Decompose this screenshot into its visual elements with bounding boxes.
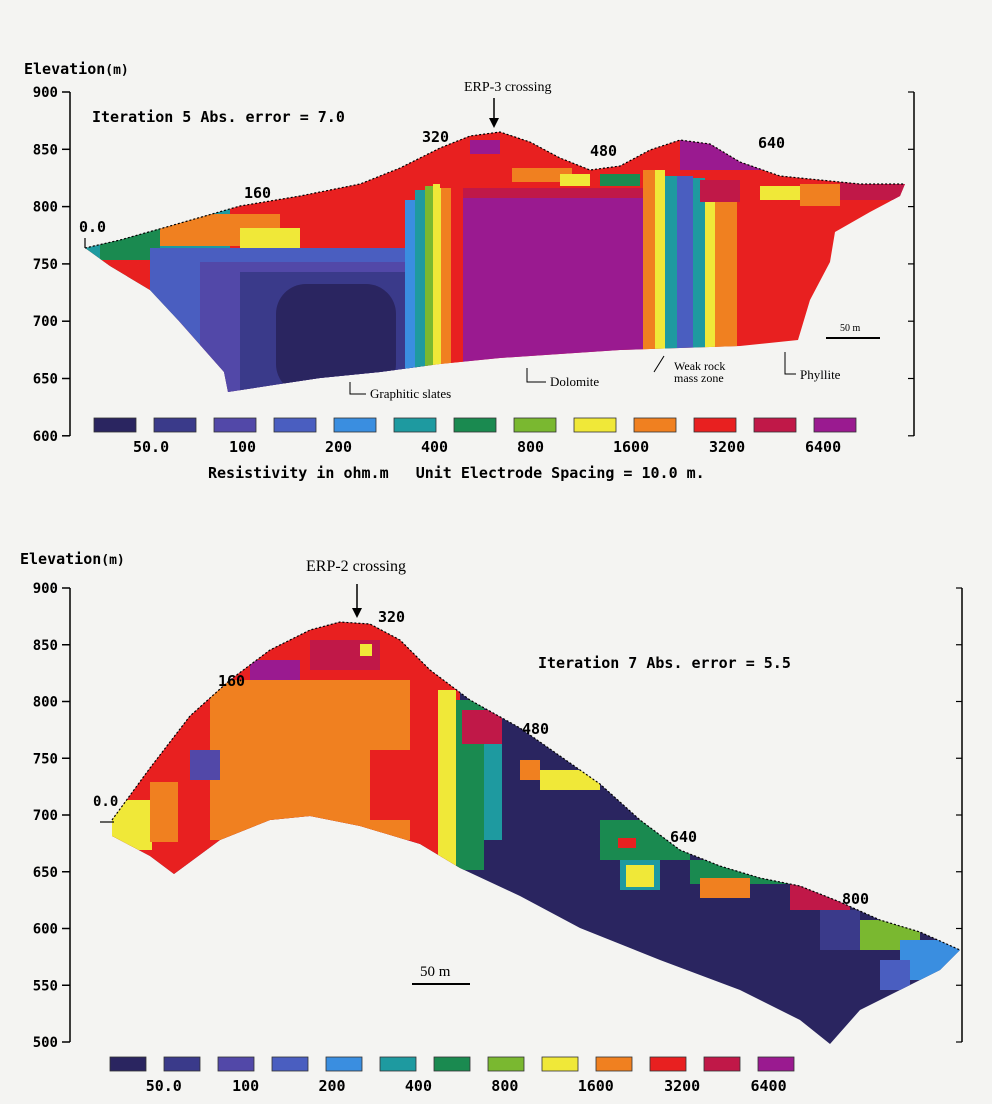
y-tick-label: 900 xyxy=(33,85,58,101)
y-tick-label: 850 xyxy=(33,142,58,158)
legend-label: 3200 xyxy=(709,438,745,456)
legend-swatch xyxy=(109,1056,147,1072)
legend-label: 100 xyxy=(229,438,256,456)
distance-label: 640 xyxy=(670,828,698,846)
distance-label: 640 xyxy=(758,134,786,152)
distance-label: 800 xyxy=(842,890,870,908)
topography-line-top xyxy=(84,131,905,249)
legend-label: 6400 xyxy=(751,1077,787,1095)
distance-label: 480 xyxy=(590,142,618,160)
y-tick-label: 650 xyxy=(33,865,58,881)
legend-label: 50.0 xyxy=(146,1077,182,1095)
legend-label: 400 xyxy=(405,1077,432,1095)
legend-label: 6400 xyxy=(805,438,841,456)
legend-swatch xyxy=(393,417,437,433)
legend-swatch xyxy=(271,1056,309,1072)
section-plot-bottom: 900 850 800 750 700 650 600 550 500 xyxy=(33,581,963,1095)
scale-label-bottom: 50 m xyxy=(420,964,451,980)
legend-label: 800 xyxy=(491,1077,518,1095)
y-tick-label: 500 xyxy=(33,1035,58,1051)
crossing-label: ERP-2 crossing xyxy=(306,558,406,575)
resistivity-section-top: 900 850 800 750 700 650 600 xyxy=(0,0,992,520)
y-tick-label: 600 xyxy=(33,429,58,445)
y-tick-label: 850 xyxy=(33,638,58,654)
legend-label: 200 xyxy=(319,1077,346,1095)
legend-label: 100 xyxy=(232,1077,259,1095)
legend-swatch xyxy=(633,417,677,433)
y-tick-label: 700 xyxy=(33,808,58,824)
y-tick-label: 900 xyxy=(33,581,58,597)
distance-label: 0.0 xyxy=(93,794,119,810)
legend-swatch xyxy=(487,1056,525,1072)
distance-label: 0.0 xyxy=(79,218,107,236)
y-tick-label: 550 xyxy=(33,978,58,994)
distance-label: 480 xyxy=(522,720,550,738)
color-legend-top: 50.0 100 200 400 800 1600 3200 6400 xyxy=(93,417,857,456)
y-axis-label: Elevation(m) xyxy=(24,60,129,78)
distance-label: 320 xyxy=(378,608,406,626)
legend-swatch xyxy=(153,417,197,433)
legend-swatch xyxy=(541,1056,579,1072)
legend-swatch xyxy=(333,417,377,433)
rock-label-phyllite: Phyllite xyxy=(800,367,841,382)
y-tick-label: 750 xyxy=(33,257,58,273)
rock-label-weak-zone: Weak rock mass zone xyxy=(674,359,726,385)
iteration-label: Iteration 5 Abs. error = 7.0 xyxy=(92,108,345,126)
legend-swatch xyxy=(93,417,137,433)
legend-swatch xyxy=(163,1056,201,1072)
legend-swatch xyxy=(325,1056,363,1072)
topography-line-bottom xyxy=(111,621,961,951)
legend-label: 50.0 xyxy=(133,438,169,456)
y-tick-label: 600 xyxy=(33,922,58,938)
legend-swatch xyxy=(513,417,557,433)
distance-label: 160 xyxy=(244,184,272,202)
legend-label: 3200 xyxy=(664,1077,700,1095)
rock-label-dolomite: Dolomite xyxy=(550,374,600,389)
legend-swatch xyxy=(433,1056,471,1072)
y-tick-label: 800 xyxy=(33,200,58,216)
y-tick-label: 750 xyxy=(33,751,58,767)
legend-swatch xyxy=(213,417,257,433)
legend-swatch xyxy=(379,1056,417,1072)
legend-swatch xyxy=(757,1056,795,1072)
y-tick-label: 800 xyxy=(33,695,58,711)
legend-swatch xyxy=(649,1056,687,1072)
y-tick-label: 650 xyxy=(33,372,58,388)
y-axis-label: Elevation(m) xyxy=(20,550,125,568)
resistivity-fill-top xyxy=(85,132,905,392)
legend-swatch xyxy=(217,1056,255,1072)
legend-swatch xyxy=(703,1056,741,1072)
scale-label-top: 50 m xyxy=(840,323,861,334)
legend-label: 1600 xyxy=(613,438,649,456)
resistivity-section-bottom: 900 850 800 750 700 650 600 550 500 xyxy=(0,520,992,1100)
legend-label: 800 xyxy=(517,438,544,456)
y-tick-label: 700 xyxy=(33,314,58,330)
rock-label-graphitic-slates: Graphitic slates xyxy=(370,386,452,401)
legend-swatch xyxy=(453,417,497,433)
crossing-label: ERP-3 crossing xyxy=(464,80,552,95)
legend-label: 200 xyxy=(325,438,352,456)
legend-caption: Resistivity in ohm.m Unit Electrode Spac… xyxy=(208,464,705,482)
distance-label: 320 xyxy=(422,128,450,146)
section-plot-top: 900 850 800 750 700 650 600 xyxy=(33,85,915,456)
legend-swatch xyxy=(693,417,737,433)
color-legend-bottom: 50.0 100 200 400 800 1600 3200 6400 xyxy=(109,1056,795,1095)
legend-swatch xyxy=(595,1056,633,1072)
legend-label: 400 xyxy=(421,438,448,456)
iteration-label: Iteration 7 Abs. error = 5.5 xyxy=(538,654,791,672)
legend-swatch xyxy=(573,417,617,433)
legend-swatch xyxy=(273,417,317,433)
distance-label: 160 xyxy=(218,672,246,690)
legend-swatch xyxy=(753,417,797,433)
legend-label: 1600 xyxy=(578,1077,614,1095)
legend-swatch xyxy=(813,417,857,433)
